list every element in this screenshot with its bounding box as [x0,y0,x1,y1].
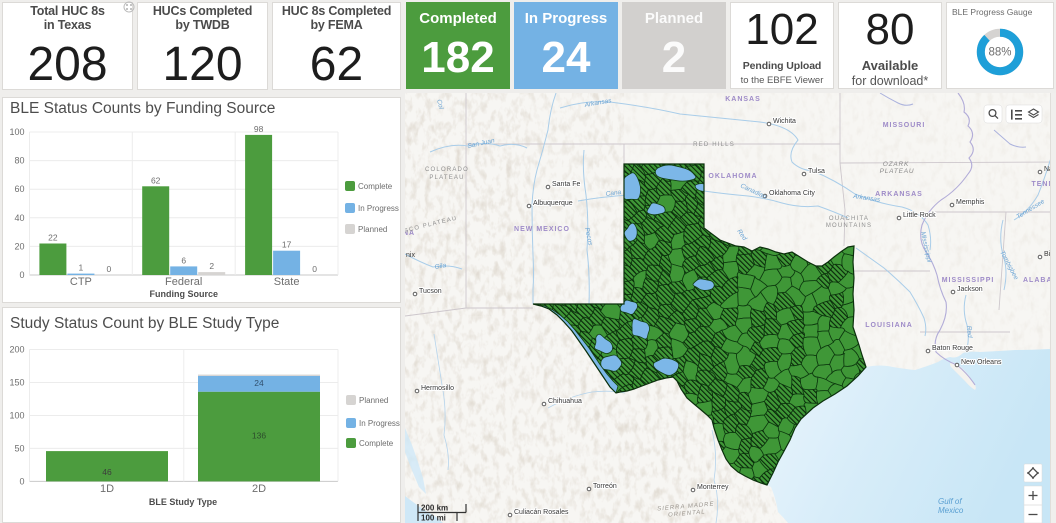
svg-text:ORIENTAL: ORIENTAL [668,509,706,518]
svg-text:Baton Rouge: Baton Rouge [932,345,973,352]
svg-text:Planned: Planned [359,396,388,405]
svg-text:NA: NA [405,230,415,237]
svg-text:62: 62 [151,175,161,185]
svg-text:OZARK: OZARK [883,161,909,168]
svg-text:200 km: 200 km [421,504,448,513]
svg-text:0: 0 [19,270,24,280]
svg-text:PLATEAU: PLATEAU [880,168,915,175]
svg-text:PLATEAU: PLATEAU [429,175,464,181]
svg-text:Tulsa: Tulsa [808,168,825,175]
svg-text:COLORADO: COLORADO [425,167,469,173]
svg-text:150: 150 [9,378,24,388]
svg-text:Albuquerque: Albuquerque [533,200,573,207]
svg-text:KANSAS: KANSAS [725,96,761,103]
svg-text:LOUISIANA: LOUISIANA [865,322,913,329]
svg-text:22: 22 [48,233,58,243]
svg-text:Mexico: Mexico [938,506,964,515]
svg-text:Little Rock: Little Rock [903,212,936,219]
svg-text:100 mi: 100 mi [421,514,446,523]
svg-text:NEW MEXICO: NEW MEXICO [514,226,570,233]
svg-text:24: 24 [254,378,264,388]
svg-text:46: 46 [102,467,112,477]
svg-text:Tucson: Tucson [419,288,442,295]
svg-text:CTP: CTP [70,276,92,288]
svg-text:TENN: TENN [1031,181,1050,188]
svg-text:Monterrey: Monterrey [697,484,729,491]
svg-text:State: State [274,276,300,288]
svg-text:RED HILLS: RED HILLS [693,142,735,148]
svg-text:Col: Col [435,99,444,111]
svg-text:6: 6 [181,255,186,265]
svg-text:Na: Na [1044,166,1050,173]
svg-text:Bir: Bir [1044,251,1050,258]
svg-text:New Orleans: New Orleans [961,359,1002,366]
svg-text:98: 98 [254,124,264,134]
svg-text:88%: 88% [988,47,1011,59]
svg-text:100: 100 [9,127,24,137]
svg-text:Complete: Complete [359,439,394,448]
svg-text:Pecos: Pecos [583,227,594,247]
svg-text:1D: 1D [100,483,114,495]
svg-text:50: 50 [14,443,24,453]
svg-text:Chihuahua: Chihuahua [548,398,582,405]
svg-text:Culiacán Rosales: Culiacán Rosales [514,509,569,516]
svg-text:0: 0 [107,264,112,274]
svg-text:ARKANSAS: ARKANSAS [875,191,923,198]
svg-text:OUACHITA: OUACHITA [829,216,869,222]
svg-text:Complete: Complete [358,182,393,191]
svg-text:In Progress: In Progress [359,419,400,428]
svg-text:Torreón: Torreón [593,483,617,490]
svg-text:Red: Red [965,326,973,339]
svg-text:100: 100 [9,411,24,421]
svg-text:80: 80 [14,156,24,166]
svg-text:Santa Fe: Santa Fe [552,181,581,188]
svg-text:1: 1 [79,263,84,273]
svg-text:Gulf of: Gulf of [938,497,962,506]
svg-text:Jackson: Jackson [957,286,983,293]
svg-text:Arkansas: Arkansas [852,193,882,204]
svg-text:In Progress: In Progress [358,204,399,213]
svg-text:Planned: Planned [358,225,387,234]
svg-text:200: 200 [9,345,24,355]
svg-text:20: 20 [14,241,24,251]
svg-text:MISSISSIPPI: MISSISSIPPI [942,277,995,284]
svg-text:ALABAMA: ALABAMA [1023,277,1050,284]
svg-text:Hermosillo: Hermosillo [421,385,454,392]
svg-text:Memphis: Memphis [956,199,985,206]
svg-text:0: 0 [312,264,317,274]
svg-text:Cana: Cana [605,189,622,198]
svg-text:nix: nix [406,252,415,259]
svg-text:Arkansas: Arkansas [583,97,613,109]
svg-text:2D: 2D [252,483,266,495]
svg-text:Funding Source: Funding Source [150,289,219,299]
svg-text:60: 60 [14,184,24,194]
svg-text:Wichita: Wichita [773,118,796,125]
svg-text:40: 40 [14,213,24,223]
svg-text:Gila: Gila [434,262,447,271]
svg-text:OKLAHOMA: OKLAHOMA [708,173,757,180]
svg-text:MOUNTAINS: MOUNTAINS [826,223,872,229]
svg-text:0: 0 [19,476,24,486]
svg-text:17: 17 [282,240,292,250]
svg-text:136: 136 [252,431,266,441]
svg-text:MISSOURI: MISSOURI [883,122,926,129]
svg-text:SIERRA MADRE: SIERRA MADRE [657,502,715,513]
svg-text:Federal: Federal [165,276,202,288]
svg-text:BLE Study Type: BLE Study Type [149,497,217,507]
svg-text:Oklahoma City: Oklahoma City [769,190,815,197]
svg-text:2: 2 [209,261,214,271]
